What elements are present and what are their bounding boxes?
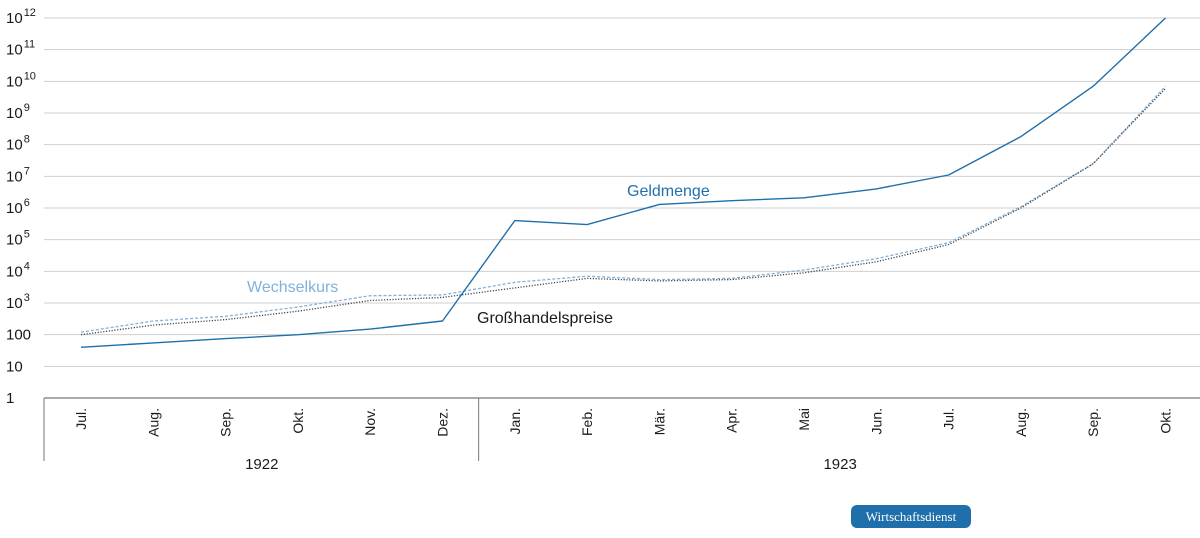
y-tick-base: 10 <box>6 168 23 185</box>
x-tick-label: Apr. <box>724 408 740 433</box>
y-tick-base: 10 <box>6 137 23 154</box>
series-group <box>80 17 1166 348</box>
y-tick-label: 1011 <box>6 39 35 59</box>
x-tick-label: Jan. <box>507 408 523 434</box>
y-tick-label: 1 <box>6 390 14 407</box>
x-tick-label: Jun. <box>868 408 884 434</box>
y-tick-label: 105 <box>6 229 30 249</box>
x-tick-label: Aug. <box>145 408 161 437</box>
y-tick-base: 1 <box>6 390 14 407</box>
x-axis-ticks: Jul. Aug. Sep. Okt. Nov. Dez. Jan. Feb. Mär. Apr.… <box>73 408 1174 437</box>
y-tick-exponent: 7 <box>24 165 30 177</box>
y-tick-label: 1012 <box>6 7 36 27</box>
year-groups: 1922 1923 <box>43 398 857 473</box>
y-tick-exponent: 5 <box>24 229 30 241</box>
y-tick-label: 103 <box>6 292 30 312</box>
y-tick-label: 108 <box>6 134 30 154</box>
y-tick-exponent: 10 <box>24 70 36 82</box>
x-tick-label: Feb. <box>579 408 595 436</box>
y-tick-base: 100 <box>6 327 31 344</box>
series-line-wechselkurs <box>80 85 1166 333</box>
y-tick-base: 10 <box>6 232 23 249</box>
x-tick-label: Sep. <box>218 408 234 437</box>
y-tick-label: 1010 <box>6 70 36 90</box>
y-tick-base: 10 <box>6 105 23 122</box>
y-tick-exponent: 12 <box>24 7 36 19</box>
y-tick-label: 106 <box>6 197 30 217</box>
year-label: 1922 <box>245 456 278 473</box>
x-tick-label: Okt. <box>290 408 306 434</box>
x-tick-label: Jul. <box>941 408 957 430</box>
y-tick-exponent: 3 <box>24 292 30 304</box>
x-tick-label: Nov. <box>362 408 378 436</box>
gridlines <box>44 17 1200 367</box>
y-tick-exponent: 11 <box>24 39 35 51</box>
y-tick-base: 10 <box>6 200 23 217</box>
y-tick-exponent: 9 <box>24 102 30 114</box>
series-line-geldmenge <box>80 17 1166 348</box>
y-tick-base: 10 <box>6 295 23 312</box>
y-tick-base: 10 <box>6 42 23 59</box>
y-tick-base: 10 <box>6 73 23 90</box>
x-tick-label: Mär. <box>651 408 667 435</box>
x-tick-label: Sep. <box>1085 408 1101 437</box>
y-tick-label: 107 <box>6 165 30 185</box>
series-label: Wechselkurs <box>247 279 338 296</box>
x-tick-label: Aug. <box>1013 408 1029 437</box>
x-tick-label: Okt. <box>1158 408 1174 434</box>
x-tick-label: Mai <box>796 408 812 431</box>
y-tick-exponent: 6 <box>24 197 30 209</box>
y-tick-label: 10 <box>6 358 23 375</box>
y-tick-base: 10 <box>6 263 23 280</box>
series-line-großhandelspreise <box>80 87 1166 336</box>
x-tick-label: Jul. <box>73 408 89 430</box>
y-tick-base: 10 <box>6 10 23 27</box>
y-tick-exponent: 8 <box>24 134 30 146</box>
y-tick-label: 100 <box>6 327 31 344</box>
x-tick-label: Dez. <box>435 408 451 437</box>
y-tick-label: 109 <box>6 102 30 122</box>
series-labels: Geldmenge Wechselkurs Großhandelspreise <box>247 183 710 327</box>
y-tick-base: 10 <box>6 358 23 375</box>
series-label: Geldmenge <box>627 183 710 200</box>
publisher-badge: Wirtschaftsdienst <box>851 505 971 528</box>
year-label: 1923 <box>823 456 856 473</box>
y-tick-label: 104 <box>6 260 30 280</box>
y-tick-exponent: 4 <box>24 260 30 272</box>
series-label: Großhandelspreise <box>477 310 613 327</box>
